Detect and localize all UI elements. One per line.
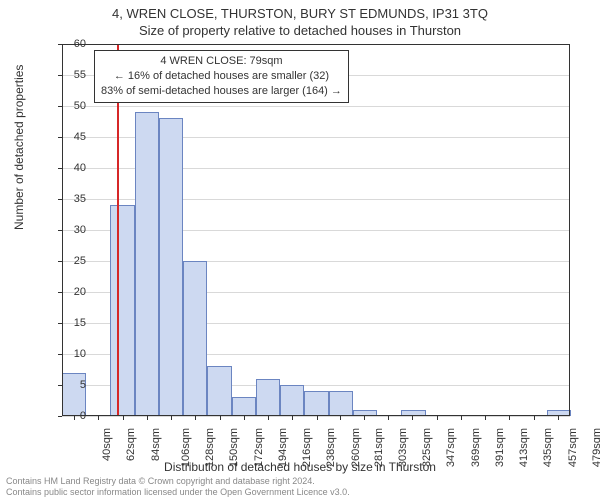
x-tick-label: 84sqm — [150, 428, 162, 461]
y-tick-label: 15 — [46, 317, 86, 329]
histogram-bar — [353, 410, 377, 416]
x-tick-mark — [317, 416, 318, 420]
x-tick-mark — [268, 416, 269, 420]
y-tick-label: 10 — [46, 348, 86, 360]
x-tick-mark — [534, 416, 535, 420]
y-tick-label: 45 — [46, 131, 86, 143]
x-tick-mark — [364, 416, 365, 420]
histogram-bar — [304, 391, 328, 416]
x-tick-mark — [388, 416, 389, 420]
y-tick-label: 30 — [46, 224, 86, 236]
y-tick-label: 20 — [46, 286, 86, 298]
y-tick-label: 0 — [46, 410, 86, 422]
x-tick-mark — [292, 416, 293, 420]
annotation-line: 83% of semi-detached houses are larger (… — [101, 84, 342, 99]
x-tick-mark — [171, 416, 172, 420]
x-tick-mark — [412, 416, 413, 420]
annotation-line: 4 WREN CLOSE: 79sqm — [101, 54, 342, 69]
y-tick-label: 25 — [46, 255, 86, 267]
x-tick-label: 62sqm — [125, 428, 137, 461]
y-tick-label: 5 — [46, 379, 86, 391]
title-line-1: 4, WREN CLOSE, THURSTON, BURY ST EDMUNDS… — [0, 6, 600, 21]
x-tick-mark — [98, 416, 99, 420]
y-axis-title: Number of detached properties — [12, 65, 26, 230]
x-tick-mark — [123, 416, 124, 420]
y-tick-label: 55 — [46, 69, 86, 81]
histogram-bar — [232, 397, 256, 416]
histogram-bar — [256, 379, 280, 416]
histogram-bar — [329, 391, 353, 416]
x-tick-mark — [437, 416, 438, 420]
histogram-bar — [183, 261, 207, 416]
gridline — [62, 44, 570, 45]
x-axis-title: Distribution of detached houses by size … — [0, 460, 600, 474]
histogram-bar — [280, 385, 304, 416]
gridline — [62, 106, 570, 107]
title-line-2: Size of property relative to detached ho… — [0, 23, 600, 38]
x-tick-mark — [509, 416, 510, 420]
x-tick-mark — [461, 416, 462, 420]
histogram-bar — [401, 410, 425, 416]
x-tick-mark — [244, 416, 245, 420]
annotation-line: ← 16% of detached houses are smaller (32… — [101, 69, 342, 84]
histogram-bar — [159, 118, 183, 416]
y-tick-label: 50 — [46, 100, 86, 112]
chart-title-block: 4, WREN CLOSE, THURSTON, BURY ST EDMUNDS… — [0, 0, 600, 38]
y-tick-label: 40 — [46, 162, 86, 174]
y-tick-label: 60 — [46, 38, 86, 50]
x-tick-mark — [485, 416, 486, 420]
y-tick-label: 35 — [46, 193, 86, 205]
histogram-bar — [135, 112, 159, 416]
footer-line-1: Contains HM Land Registry data © Crown c… — [6, 476, 350, 487]
attribution-footer: Contains HM Land Registry data © Crown c… — [6, 476, 350, 498]
x-tick-mark — [147, 416, 148, 420]
x-tick-mark — [195, 416, 196, 420]
histogram-bar — [547, 410, 571, 416]
histogram-bar — [207, 366, 231, 416]
x-tick-mark — [340, 416, 341, 420]
footer-line-2: Contains public sector information licen… — [6, 487, 350, 498]
x-tick-label: 40sqm — [101, 428, 113, 461]
histogram-bar — [110, 205, 134, 416]
x-tick-mark — [220, 416, 221, 420]
annotation-box: 4 WREN CLOSE: 79sqm← 16% of detached hou… — [94, 50, 349, 103]
x-tick-mark — [558, 416, 559, 420]
histogram-plot: 40sqm62sqm84sqm106sqm128sqm150sqm172sqm1… — [62, 44, 570, 416]
